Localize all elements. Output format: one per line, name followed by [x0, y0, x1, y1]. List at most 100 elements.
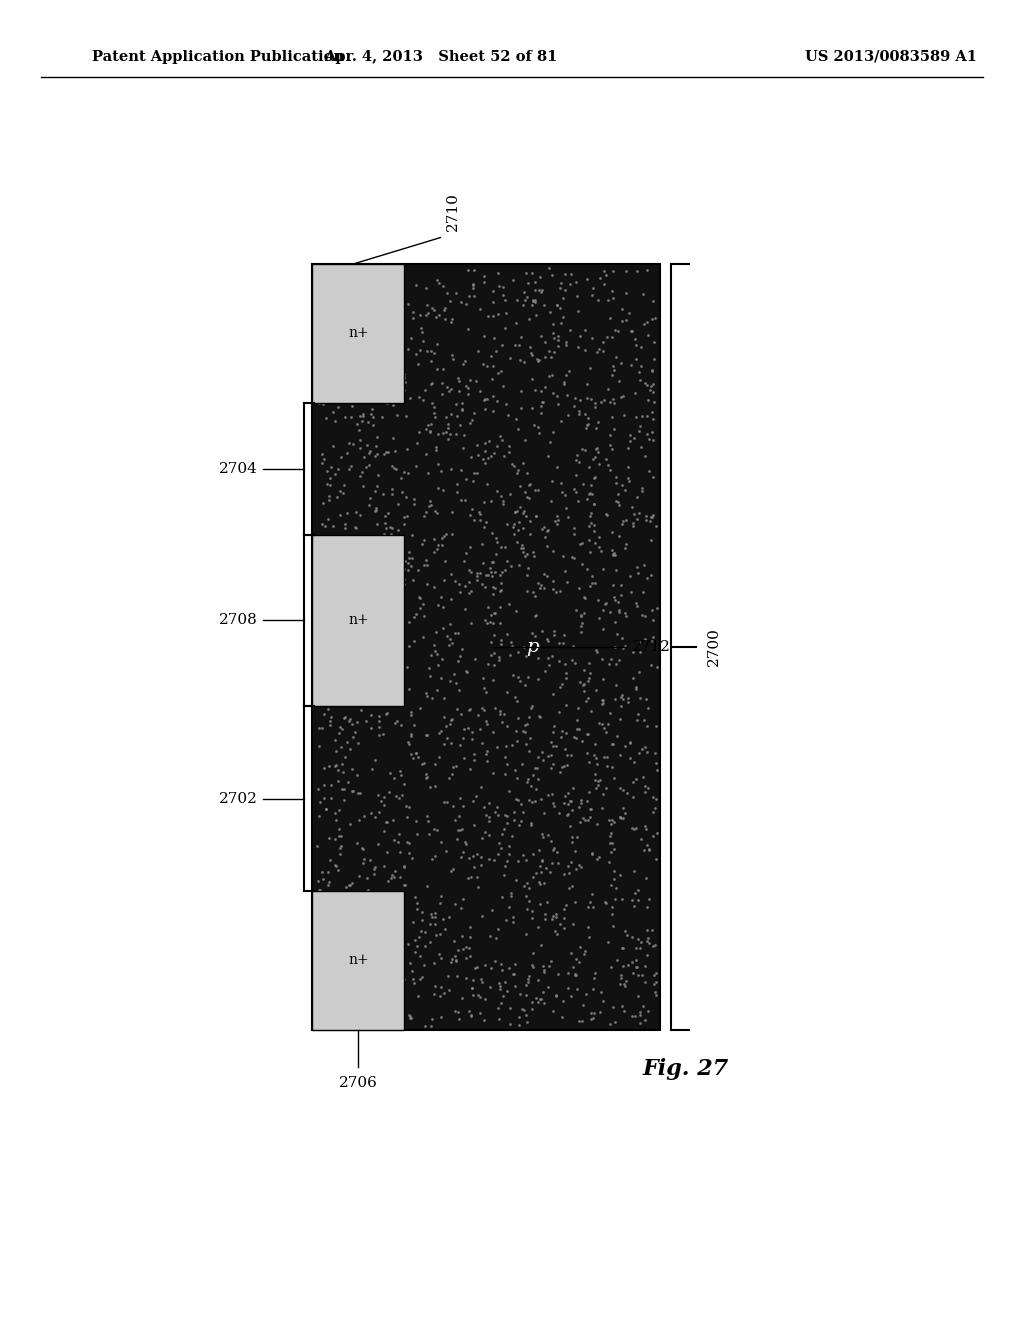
Point [426, 500, 442, 521]
Point [614, 888, 631, 909]
Point [524, 954, 541, 975]
Point [424, 688, 440, 709]
Point [516, 351, 532, 372]
Point [572, 620, 589, 642]
Point [571, 1011, 588, 1032]
Point [406, 715, 422, 737]
Point [484, 552, 501, 573]
Point [585, 277, 601, 298]
Point [530, 647, 547, 668]
Point [602, 308, 618, 329]
Point [556, 560, 572, 581]
Point [600, 289, 616, 310]
Point [422, 913, 438, 935]
Point [515, 502, 531, 523]
Point [376, 821, 392, 842]
Point [337, 407, 353, 428]
Point [526, 586, 543, 607]
Point [468, 785, 484, 807]
Point [341, 433, 357, 454]
Point [570, 796, 587, 817]
Point [458, 293, 474, 314]
Point [311, 892, 328, 913]
Point [495, 490, 511, 511]
Point [338, 623, 354, 644]
Point [390, 494, 407, 515]
Point [454, 292, 470, 313]
Point [368, 857, 384, 878]
Point [634, 605, 650, 626]
Point [629, 957, 645, 978]
Point [359, 576, 376, 597]
Point [340, 710, 356, 731]
Point [443, 861, 460, 882]
Point [366, 863, 382, 884]
Point [424, 392, 440, 413]
Point [403, 723, 420, 744]
Point [537, 577, 553, 598]
Point [387, 977, 403, 998]
Point [534, 788, 550, 809]
Point [524, 263, 541, 284]
Point [465, 791, 481, 812]
Point [484, 762, 501, 783]
Point [618, 970, 635, 991]
Point [315, 676, 332, 697]
Point [644, 631, 660, 652]
Point [571, 533, 588, 554]
Point [639, 715, 655, 737]
Point [594, 689, 610, 710]
Point [643, 564, 659, 585]
Point [450, 965, 466, 986]
Point [497, 317, 513, 338]
Point [375, 723, 391, 744]
Point [322, 871, 338, 892]
Point [476, 700, 493, 721]
Point [323, 706, 339, 727]
Point [351, 866, 368, 887]
Point [622, 731, 638, 752]
Point [490, 833, 507, 854]
Point [572, 606, 589, 627]
Point [584, 883, 600, 904]
Point [598, 327, 614, 348]
Point [347, 620, 364, 642]
Point [333, 826, 349, 847]
Point [582, 576, 598, 597]
Point [453, 704, 469, 725]
Point [595, 619, 611, 640]
Point [639, 424, 655, 445]
Point [493, 537, 509, 558]
Point [543, 731, 559, 752]
Point [511, 1007, 527, 1028]
Point [330, 396, 346, 417]
Point [414, 966, 430, 987]
Point [412, 968, 428, 989]
Point [568, 718, 585, 739]
Point [352, 343, 369, 364]
Point [456, 747, 472, 768]
Point [368, 939, 384, 960]
Point [344, 873, 360, 894]
Point [541, 257, 557, 279]
Point [602, 391, 618, 412]
Point [443, 763, 460, 784]
Point [368, 929, 384, 950]
Point [635, 284, 651, 305]
Point [636, 709, 652, 730]
Point [617, 735, 634, 756]
Point [632, 688, 648, 709]
Point [568, 285, 585, 306]
Point [353, 462, 370, 483]
Point [512, 475, 528, 496]
Point [604, 832, 621, 853]
Point [531, 840, 548, 861]
Point [314, 492, 331, 513]
Point [345, 298, 361, 319]
Point [336, 475, 352, 496]
Point [534, 742, 550, 763]
Point [549, 294, 565, 315]
Point [348, 920, 365, 941]
Point [628, 677, 644, 698]
Point [518, 771, 535, 792]
